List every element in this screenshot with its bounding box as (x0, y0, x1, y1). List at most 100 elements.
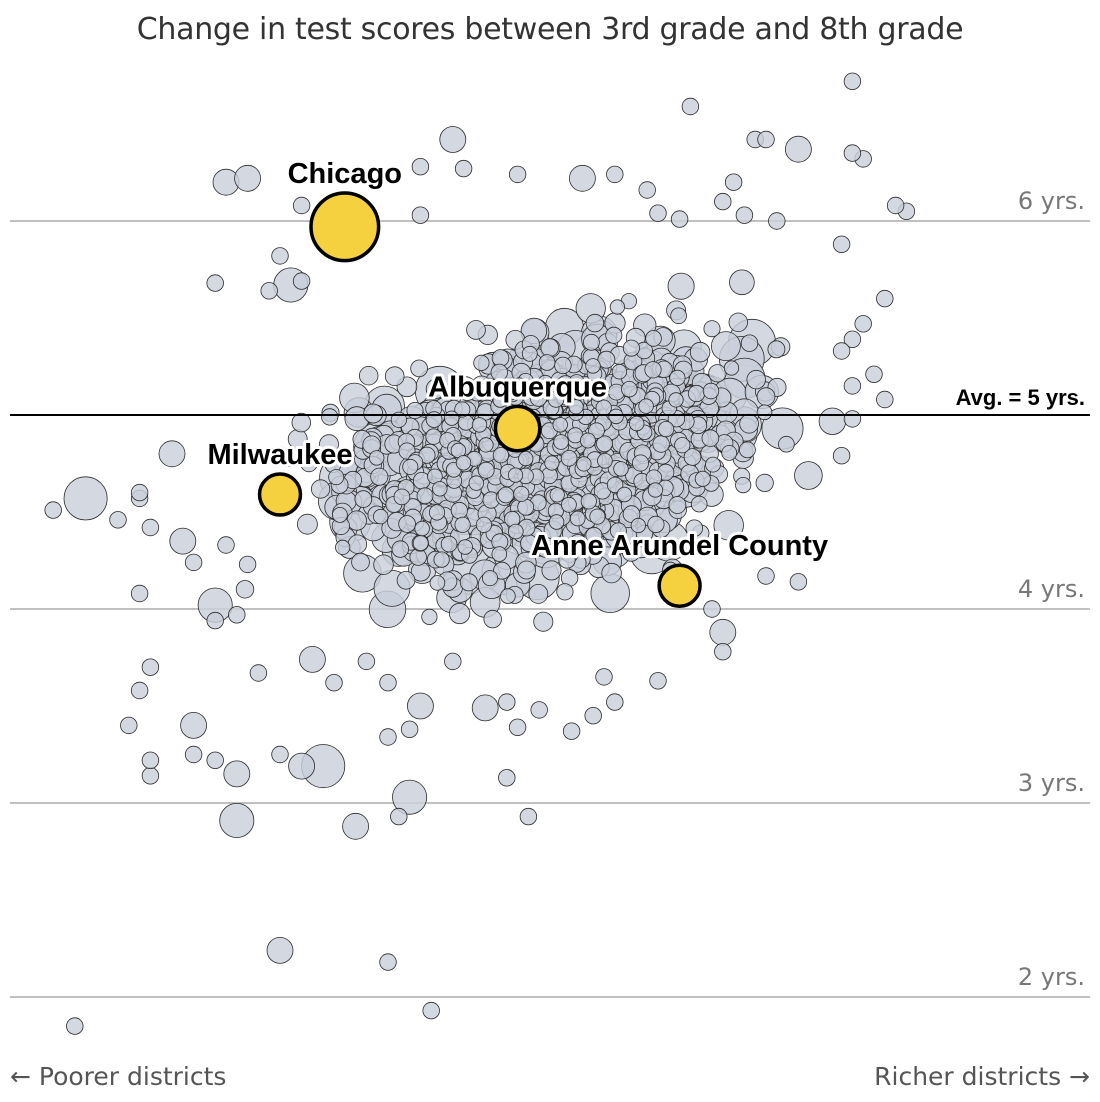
district-point (605, 326, 623, 344)
district-point (702, 382, 720, 400)
district-point (180, 712, 208, 739)
district-point (454, 159, 473, 178)
district-point (379, 728, 397, 746)
district-point (379, 674, 397, 692)
district-point (690, 495, 708, 513)
district-point (756, 387, 776, 406)
district-point (876, 289, 894, 308)
district-point (223, 760, 251, 788)
district-point (597, 350, 616, 369)
average-line-label: Avg. = 5 yrs. (956, 385, 1085, 410)
district-point (296, 513, 318, 535)
district-point (325, 674, 343, 692)
district-point (649, 204, 667, 222)
district-point (865, 365, 883, 384)
district-point (585, 358, 601, 374)
district-point (583, 333, 600, 351)
district-point (363, 403, 384, 424)
district-point (109, 511, 127, 529)
district-point (757, 567, 775, 585)
district-point (585, 526, 603, 544)
district-point (768, 212, 786, 230)
district-point (473, 354, 490, 371)
district-point (708, 364, 727, 383)
district-point (373, 508, 389, 525)
district-point (549, 487, 565, 503)
district-point (694, 470, 711, 487)
district-point (714, 643, 732, 661)
district-point (288, 752, 316, 780)
district-point (228, 606, 246, 624)
district-point (130, 483, 149, 502)
district-point (606, 165, 624, 184)
district-point (558, 551, 576, 569)
gridline-label-3: 3 yrs. (1018, 769, 1085, 797)
district-point (429, 575, 446, 591)
district-point (477, 461, 495, 479)
district-point (457, 380, 474, 397)
district-point (647, 515, 665, 534)
district-point (568, 374, 586, 392)
district-point (266, 937, 294, 964)
district-point (832, 447, 851, 465)
district-point (44, 501, 62, 519)
district-point (206, 751, 224, 770)
district-point (459, 573, 478, 592)
district-point (497, 486, 515, 504)
district-point (169, 527, 197, 555)
district-point (342, 812, 370, 840)
district-point (638, 398, 654, 414)
district-point (444, 410, 460, 426)
district-point (471, 417, 488, 433)
district-point (411, 157, 430, 176)
district-point (291, 412, 312, 433)
district-point (569, 164, 596, 192)
district-point (130, 584, 149, 603)
district-point (683, 448, 702, 466)
district-point (538, 354, 556, 371)
district-point (141, 518, 160, 537)
district-point (120, 716, 138, 735)
district-point (130, 681, 149, 700)
district-point (610, 522, 627, 540)
district-point (644, 361, 662, 379)
district-point (384, 366, 405, 387)
district-point (331, 507, 348, 523)
highlight-label-chicago: Chicago (288, 158, 402, 190)
district-point (876, 390, 894, 409)
district-point (321, 408, 339, 426)
gridline-label-2: 2 yrs. (1018, 963, 1085, 991)
district-point (292, 196, 311, 215)
district-point (158, 440, 186, 468)
district-point (832, 342, 851, 360)
highlight-albuquerque (493, 404, 542, 453)
district-point (471, 694, 499, 722)
district-point (724, 173, 743, 191)
district-point (739, 441, 756, 459)
x-axis-right-label: Richer districts → (874, 1062, 1090, 1091)
district-point (398, 515, 416, 533)
district-point (369, 450, 385, 466)
district-point (421, 608, 438, 626)
district-point (552, 417, 568, 433)
district-point (219, 803, 255, 839)
district-point (328, 469, 345, 486)
district-point (843, 330, 862, 349)
district-point (584, 707, 602, 725)
district-point (448, 602, 471, 625)
district-point (703, 320, 721, 338)
district-point (370, 467, 389, 486)
district-point (649, 672, 667, 690)
district-point (622, 543, 641, 562)
district-point (235, 580, 255, 599)
district-point (701, 429, 720, 448)
district-point (669, 369, 686, 386)
district-point (553, 434, 569, 450)
district-point (493, 561, 511, 580)
district-point (756, 404, 773, 421)
district-point (249, 664, 268, 682)
district-point (412, 535, 429, 551)
district-point (507, 467, 524, 483)
district-point (652, 435, 670, 453)
gridline-label-4: 4 yrs. (1018, 575, 1085, 603)
